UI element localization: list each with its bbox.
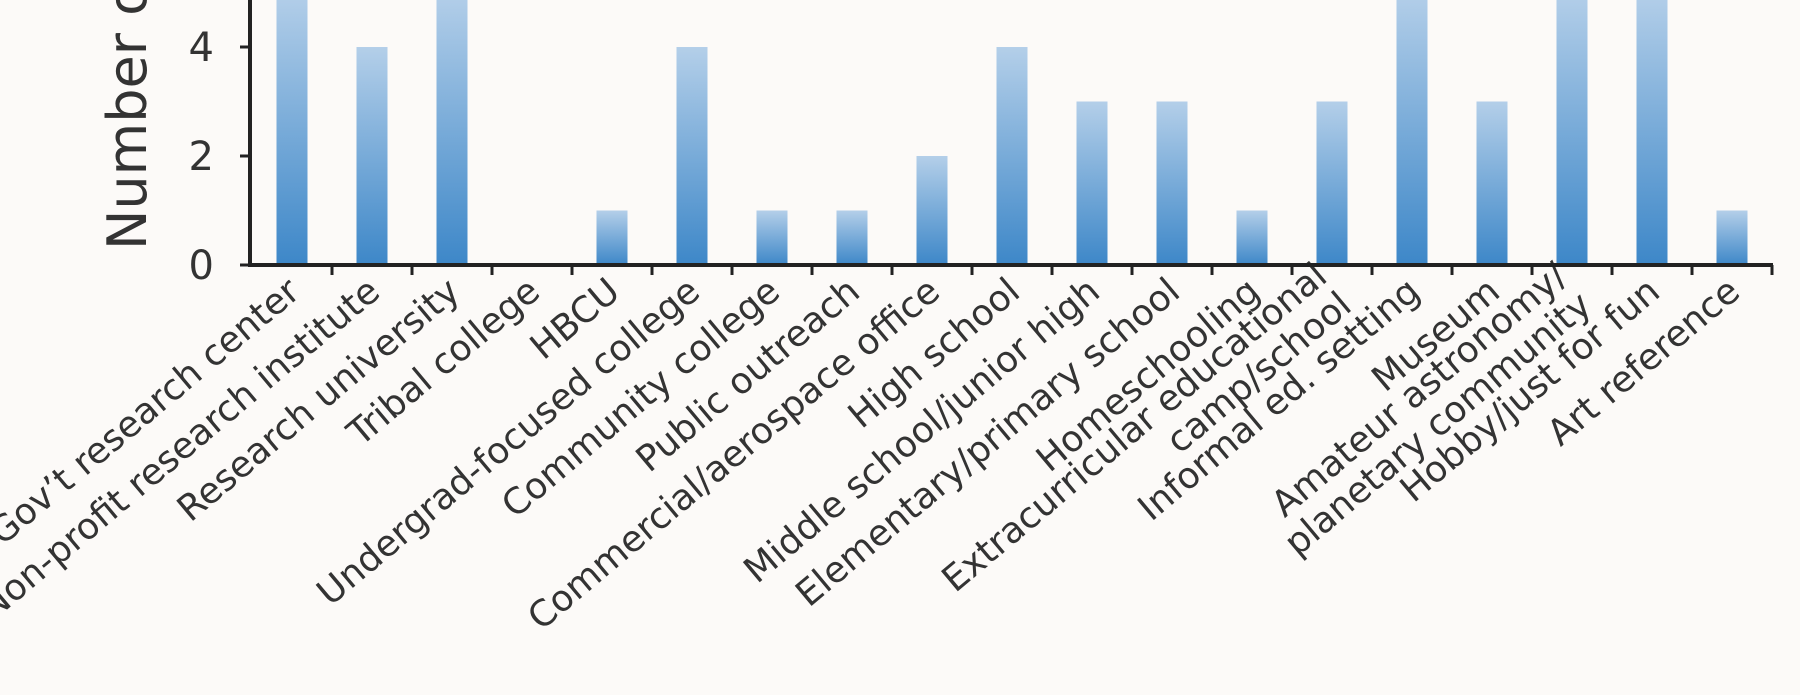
bar <box>1476 101 1508 265</box>
bar <box>1636 0 1668 265</box>
y-axis-ticks: 0 2 4 <box>189 25 250 289</box>
bar <box>1396 0 1428 265</box>
bar <box>1716 210 1748 265</box>
x-tick-label-line: Gov’t research center <box>0 270 308 553</box>
bar <box>916 156 948 265</box>
bar <box>596 210 628 265</box>
bar <box>756 210 788 265</box>
bar <box>1236 210 1268 265</box>
bar <box>836 210 868 265</box>
bar <box>1076 101 1108 265</box>
bar <box>676 47 708 265</box>
y-axis-title: Number o <box>96 0 159 250</box>
bar <box>996 47 1028 265</box>
x-tick-label: Gov’t research center <box>0 270 308 553</box>
y-tick-label: 0 <box>189 243 214 289</box>
y-tick-label: 2 <box>189 134 214 180</box>
bar <box>1556 0 1588 265</box>
bar <box>1316 101 1348 265</box>
bar <box>276 0 308 265</box>
y-tick-label: 4 <box>189 25 214 71</box>
bar <box>1156 101 1188 265</box>
bar <box>436 0 468 265</box>
bars-group <box>276 0 1748 265</box>
bar <box>356 47 388 265</box>
